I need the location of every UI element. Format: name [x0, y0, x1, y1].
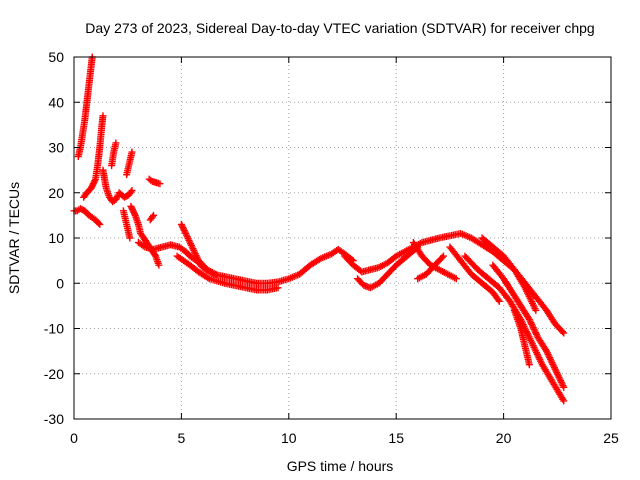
data-point: [127, 188, 135, 196]
data-point: [495, 297, 503, 305]
series-arc-12: [134, 239, 357, 287]
x-axis-label: GPS time / hours: [287, 458, 394, 474]
series-arc-6: [115, 186, 136, 201]
data-point: [204, 274, 212, 282]
y-tick-label: 50: [48, 49, 64, 65]
x-tick-label: 5: [178, 430, 186, 446]
x-tick-label: 10: [281, 430, 297, 446]
x-tick-label: 0: [70, 430, 78, 446]
data-point: [112, 139, 120, 147]
series-arc-16: [354, 243, 422, 292]
y-tick-label: -10: [44, 321, 64, 337]
data-point: [131, 210, 139, 218]
series-arc-13: [173, 252, 282, 294]
y-tick-label: 0: [56, 275, 64, 291]
data-point: [95, 219, 103, 227]
series-arc-1: [70, 205, 104, 228]
data-point: [560, 397, 568, 405]
data-point: [155, 261, 163, 269]
y-tick-label: 40: [48, 94, 64, 110]
series-arc-2: [74, 53, 96, 161]
grid-lines: [74, 57, 611, 419]
data-point: [452, 275, 460, 283]
data-point: [439, 252, 447, 260]
data-point: [147, 176, 155, 184]
series-arc-8: [119, 207, 134, 242]
data-point: [128, 148, 136, 156]
data-point: [156, 180, 164, 188]
data-point: [494, 296, 502, 304]
series-arc-23: [478, 234, 540, 314]
series-arc-17: [409, 239, 460, 283]
data-point: [212, 270, 220, 278]
data-point: [438, 253, 446, 261]
data-point: [91, 177, 99, 185]
data-point: [151, 251, 159, 259]
series-arc-5: [108, 139, 120, 170]
data-point: [560, 383, 568, 391]
series-arc-19: [446, 243, 503, 305]
data-point: [274, 284, 282, 292]
y-axis-label: SDTVAR / TECUs: [6, 182, 22, 294]
data-point: [560, 329, 568, 337]
series-arc-3: [80, 112, 107, 201]
tick-labels: 0 5 10 15 20 25 -30 -20 -10 0 10 20 30 40 50: [44, 49, 619, 446]
series-arc-22: [510, 306, 533, 369]
y-tick-label: 30: [48, 140, 64, 156]
data-point: [99, 112, 107, 120]
data-point: [128, 186, 136, 194]
y-tick-label: -20: [44, 366, 64, 382]
data-point: [559, 328, 567, 336]
data-point: [181, 228, 189, 236]
y-tick-label: 20: [48, 185, 64, 201]
series-arc-11: [145, 175, 164, 188]
series-arc-10: [146, 211, 157, 224]
data-point: [149, 211, 157, 219]
series-arc-4: [99, 166, 122, 206]
series-arc-18: [414, 252, 447, 283]
chart-title: Day 273 of 2023, Sidereal Day-to-day VTE…: [85, 20, 594, 36]
x-tick-label: 20: [496, 430, 512, 446]
data-point: [96, 220, 104, 228]
series-arc-14: [177, 220, 220, 278]
data-point: [532, 306, 540, 314]
data-points: [70, 53, 568, 405]
series-arc-21: [489, 261, 568, 391]
y-tick-label: 10: [48, 230, 64, 246]
data-point: [126, 234, 134, 242]
series-arc-20: [461, 252, 568, 405]
data-point: [148, 213, 156, 221]
data-point: [139, 242, 147, 250]
x-tick-label: 25: [603, 430, 619, 446]
x-tick-label: 15: [388, 430, 404, 446]
series-arc-7: [123, 148, 136, 179]
axis-ticks: [73, 56, 612, 420]
y-tick-label: -30: [44, 411, 64, 427]
data-point: [525, 361, 533, 369]
